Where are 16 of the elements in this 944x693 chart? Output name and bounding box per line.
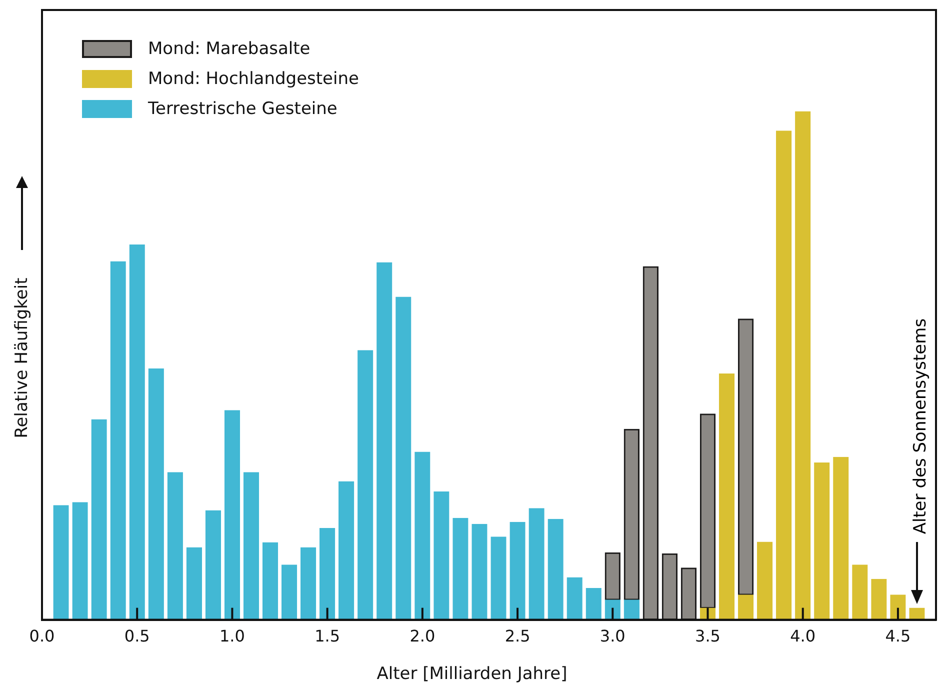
x-tick-label: 4.5 xyxy=(885,626,911,646)
x-tick-label: 4.0 xyxy=(790,626,816,646)
x-tick-label: 2.5 xyxy=(504,626,530,646)
legend-label: Mond: Hochlandgesteine xyxy=(148,69,359,89)
legend-label: Terrestrische Gesteine xyxy=(148,99,338,119)
annotation: Alter des Sonnensystems xyxy=(910,318,930,534)
x-axis-title: Alter [Milliarden Jahre] xyxy=(376,664,568,684)
legend-label: Mond: Marebasalte xyxy=(148,39,310,59)
x-tick-label: 0.5 xyxy=(124,626,150,646)
y-axis-title: Relative Häufigkeit xyxy=(12,278,32,438)
x-tick-label: 0.0 xyxy=(29,626,55,646)
x-tick-label: 3.0 xyxy=(600,626,626,646)
x-tick-label: 1.0 xyxy=(219,626,245,646)
x-tick-label: 3.5 xyxy=(695,626,720,646)
x-tick-label: 1.5 xyxy=(314,626,340,646)
x-tick-label: 2.0 xyxy=(410,626,436,646)
